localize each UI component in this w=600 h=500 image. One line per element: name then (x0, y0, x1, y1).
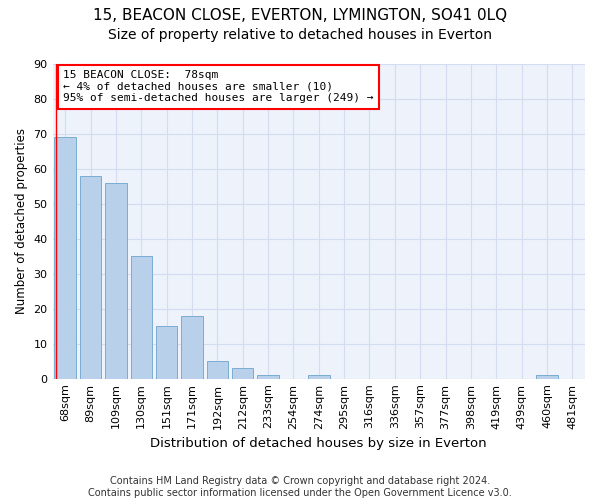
Text: Contains HM Land Registry data © Crown copyright and database right 2024.
Contai: Contains HM Land Registry data © Crown c… (88, 476, 512, 498)
Bar (156, 326, 178, 378)
Bar (105, 183, 127, 378)
Bar (257, 375, 279, 378)
Bar (232, 368, 253, 378)
Bar (80, 176, 101, 378)
X-axis label: Distribution of detached houses by size in Everton: Distribution of detached houses by size … (151, 437, 487, 450)
Text: 15 BEACON CLOSE:  78sqm
← 4% of detached houses are smaller (10)
95% of semi-det: 15 BEACON CLOSE: 78sqm ← 4% of detached … (63, 70, 374, 104)
Bar (206, 361, 228, 378)
Bar (536, 375, 558, 378)
Text: Size of property relative to detached houses in Everton: Size of property relative to detached ho… (108, 28, 492, 42)
Bar (55, 138, 76, 378)
Bar (308, 375, 329, 378)
Bar (181, 316, 203, 378)
Y-axis label: Number of detached properties: Number of detached properties (15, 128, 28, 314)
Text: 15, BEACON CLOSE, EVERTON, LYMINGTON, SO41 0LQ: 15, BEACON CLOSE, EVERTON, LYMINGTON, SO… (93, 8, 507, 22)
Bar (131, 256, 152, 378)
